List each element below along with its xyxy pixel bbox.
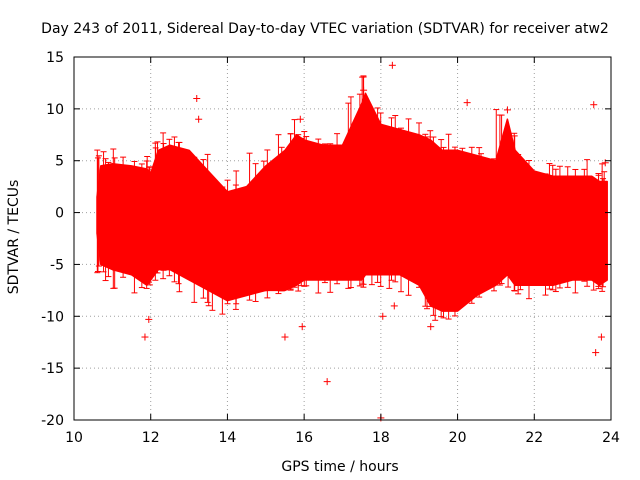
data-layer <box>94 61 609 422</box>
axis-ticks: 10 12 14 16 18 20 22 24 -20 -15 -10 -5 0 5 10 15 <box>41 50 620 446</box>
data-envelope <box>96 92 608 312</box>
x-tick-label: 20 <box>449 430 467 446</box>
chart-title: Day 243 of 2011, Sidereal Day-to-day VTE… <box>41 21 609 37</box>
x-tick-label: 12 <box>142 430 160 446</box>
y-tick-label: -10 <box>41 309 64 325</box>
y-tick-label: 5 <box>55 154 64 170</box>
x-tick-label: 24 <box>602 430 620 446</box>
y-tick-label: -15 <box>41 361 64 377</box>
plot-frame <box>73 56 612 421</box>
y-tick-label: -5 <box>50 257 64 273</box>
y-axis-label: SDTVAR / TECUs <box>6 180 22 295</box>
x-tick-label: 16 <box>295 430 313 446</box>
x-tick-label: 18 <box>372 430 390 446</box>
x-tick-label: 22 <box>525 430 543 446</box>
y-tick-label: 10 <box>46 102 64 118</box>
y-tick-label: -20 <box>41 413 64 429</box>
x-axis-label: GPS time / hours <box>281 459 398 475</box>
y-tick-label: 15 <box>46 50 64 66</box>
x-tick-label: 10 <box>65 430 83 446</box>
y-tick-label: 0 <box>55 206 64 222</box>
x-tick-label: 14 <box>219 430 237 446</box>
